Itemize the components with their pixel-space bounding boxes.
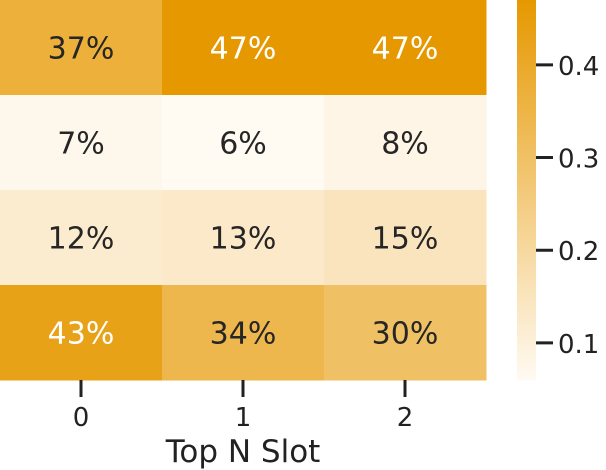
heatmap-cell-r3-c2 bbox=[324, 285, 487, 381]
cell-value-label: 6% bbox=[219, 127, 267, 162]
cell-value-label: 43% bbox=[48, 317, 115, 352]
cell-value-label: 47% bbox=[210, 32, 277, 67]
heatmap-cell-r1-c2 bbox=[324, 95, 487, 191]
colorbar-gradient bbox=[517, 0, 536, 380]
cell-value-label: 12% bbox=[48, 222, 115, 257]
cell-value-label: 30% bbox=[372, 317, 439, 352]
colorbar-tick-label: 0.1 bbox=[558, 330, 599, 360]
cell-value-label: 13% bbox=[210, 222, 277, 257]
heatmap-cell-r2-c2 bbox=[324, 190, 487, 286]
x-axis: 0 1 2 bbox=[73, 380, 414, 433]
heatmap-cell-r3-c1 bbox=[162, 285, 325, 381]
heatmap-cell-r0-c2 bbox=[324, 0, 487, 96]
heatmap-cell-r2-c1 bbox=[162, 190, 325, 286]
colorbar-tick-label: 0.4 bbox=[558, 52, 599, 82]
x-axis-title: Top N Slot bbox=[165, 434, 321, 470]
cell-value-label: 34% bbox=[210, 317, 277, 352]
heatmap-cell-r0-c1 bbox=[162, 0, 325, 96]
heatmap-cell-r3-c0 bbox=[0, 285, 163, 381]
cell-value-label: 47% bbox=[372, 32, 439, 67]
cell-value-label: 37% bbox=[48, 32, 115, 67]
x-tick-label: 2 bbox=[397, 403, 414, 433]
cell-value-label: 15% bbox=[372, 222, 439, 257]
colorbar-tick-label: 0.2 bbox=[558, 237, 599, 267]
heatmap-cells: 37% 47% 47% 7% 6% 8% 12% 13% 15% 43% 34% 30% bbox=[0, 0, 487, 381]
heatmap-cell-r2-c0 bbox=[0, 190, 163, 286]
cell-value-label: 8% bbox=[381, 127, 429, 162]
x-tick-label: 1 bbox=[235, 403, 252, 433]
heatmap-cell-r1-c0 bbox=[0, 95, 163, 191]
heatmap-cell-r1-c1 bbox=[162, 95, 325, 191]
x-tick-label: 0 bbox=[73, 403, 90, 433]
colorbar-tick-label: 0.3 bbox=[558, 145, 599, 175]
colorbar: 0.1 0.2 0.3 0.4 bbox=[517, 0, 599, 380]
heatmap-cell-r0-c0 bbox=[0, 0, 163, 96]
cell-value-label: 7% bbox=[57, 127, 105, 162]
